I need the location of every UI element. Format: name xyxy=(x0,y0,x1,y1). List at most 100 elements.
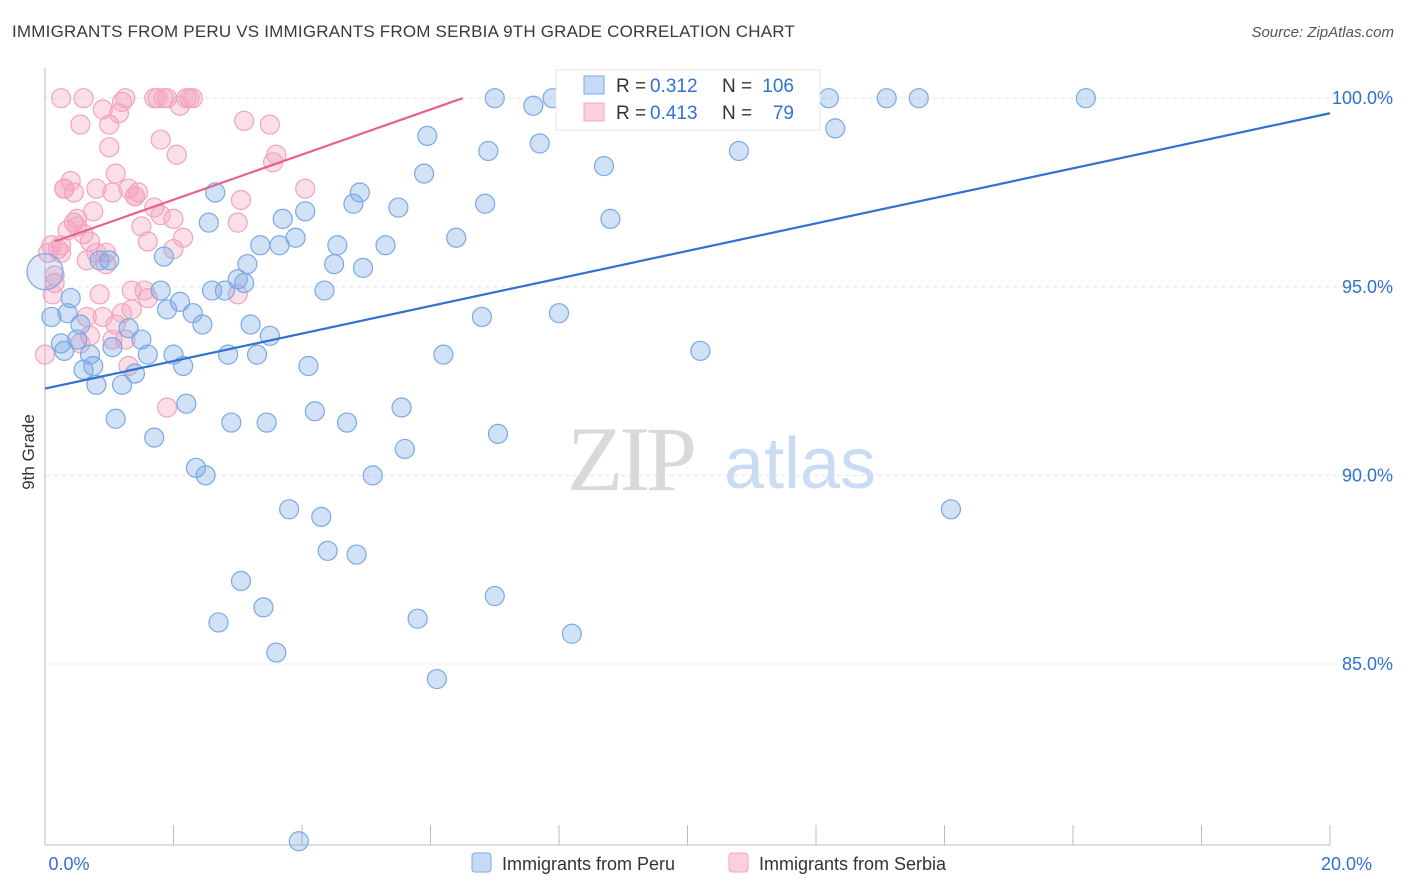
serbia-point xyxy=(105,163,126,184)
serbia-point xyxy=(128,182,149,203)
serbia-point xyxy=(44,272,65,294)
chart-title: IMMIGRANTS FROM PERU VS IMMIGRANTS FROM … xyxy=(12,22,796,41)
stats-n-label-serbia: N = xyxy=(722,103,752,124)
peru-point xyxy=(54,340,75,361)
peru-point xyxy=(288,831,309,852)
serbia-point xyxy=(111,91,133,113)
stats-r-value-peru: 0.312 xyxy=(650,76,698,97)
serbia-point xyxy=(137,287,158,309)
peru-point xyxy=(230,570,252,592)
peru-point xyxy=(256,412,277,433)
serbia-point xyxy=(150,129,171,150)
peru-point xyxy=(362,465,383,486)
peru-point xyxy=(285,227,306,248)
serbia-point xyxy=(102,182,123,203)
peru-point xyxy=(394,438,415,460)
serbia-trend-line xyxy=(54,97,463,243)
peru-point xyxy=(279,499,300,520)
serbia-point xyxy=(54,178,75,199)
y-tick-label: 90.0% xyxy=(1342,465,1393,485)
y-tick-label: 95.0% xyxy=(1342,277,1393,297)
peru-point xyxy=(940,499,962,520)
watermark-atlas: atlas xyxy=(724,424,876,504)
serbia-point xyxy=(115,329,136,350)
serbia-point xyxy=(163,208,184,229)
peru-point xyxy=(446,227,467,248)
x-tick-label-max: 20.0% xyxy=(1321,854,1372,874)
serbia-point xyxy=(108,103,129,124)
peru-point xyxy=(728,140,750,162)
serbia-point xyxy=(111,303,133,324)
source-label: Source: ZipAtlas.com xyxy=(1251,24,1394,41)
peru-point xyxy=(41,306,62,328)
serbia-point xyxy=(70,114,91,135)
serbia-point xyxy=(99,137,120,158)
peru-point xyxy=(176,393,197,414)
peru-point xyxy=(173,355,194,377)
serbia-point xyxy=(79,231,101,252)
stats-r-label-peru: R = xyxy=(616,76,646,97)
peru-point xyxy=(198,212,219,233)
peru-point xyxy=(67,329,88,350)
peru-point xyxy=(690,340,711,361)
peru-point xyxy=(246,344,268,365)
legend-label-serbia: Immigrants from Serbia xyxy=(759,854,947,874)
serbia-point xyxy=(95,254,117,275)
peru-point xyxy=(818,88,839,109)
peru-point xyxy=(221,412,242,433)
peru-point xyxy=(1075,88,1096,109)
peru-point xyxy=(314,280,335,301)
peru-point xyxy=(475,193,496,214)
peru-point xyxy=(60,287,81,309)
peru-point xyxy=(144,427,165,448)
peru-point xyxy=(561,623,582,644)
peru-point xyxy=(529,133,550,154)
peru-point xyxy=(346,544,367,565)
peru-point xyxy=(86,374,107,395)
peru-point xyxy=(111,374,133,395)
peru-point xyxy=(102,337,123,358)
peru-point xyxy=(295,201,316,222)
peru-point xyxy=(118,318,139,339)
peru-point xyxy=(250,235,271,256)
peru-point xyxy=(70,314,91,335)
serbia-point xyxy=(83,201,104,222)
stats-r-label-serbia: R = xyxy=(616,103,646,124)
peru-point xyxy=(825,118,846,139)
peru-point xyxy=(156,299,178,320)
peru-point xyxy=(426,668,448,690)
gridlines: 85.0% 90.0% 95.0% 100.0% xyxy=(45,88,1395,674)
peru-point xyxy=(407,608,428,629)
serbia-point xyxy=(173,227,194,248)
peru-point xyxy=(391,397,412,418)
serbia-point xyxy=(150,205,171,226)
stats-n-value-peru: 106 xyxy=(762,76,794,97)
peru-point xyxy=(484,88,505,109)
x-tick-label-min: 0.0% xyxy=(48,854,89,874)
series-peru-points xyxy=(26,88,1096,852)
peru-trend-line xyxy=(44,112,1331,390)
peru-point xyxy=(478,140,499,162)
peru-point xyxy=(137,344,158,365)
peru-point xyxy=(600,208,621,229)
serbia-point xyxy=(295,178,316,199)
y-tick-label: 100.0% xyxy=(1332,88,1393,108)
serbia-point xyxy=(50,88,72,109)
y-tick-label: 85.0% xyxy=(1342,654,1393,674)
serbia-point xyxy=(86,178,107,199)
serbia-point xyxy=(156,397,178,418)
peru-point xyxy=(253,597,274,618)
serbia-point xyxy=(166,144,187,165)
stats-r-value-serbia: 0.413 xyxy=(650,103,698,124)
peru-point xyxy=(195,465,216,486)
peru-point xyxy=(272,208,293,229)
serbia-point xyxy=(63,212,85,233)
series-serbia-points xyxy=(34,88,316,418)
y-axis-title: 9th Grade xyxy=(19,414,38,490)
peru-point xyxy=(548,303,570,324)
peru-point xyxy=(484,585,505,607)
peru-point xyxy=(352,257,374,279)
legend-swatch-peru xyxy=(471,852,492,873)
peru-point xyxy=(417,125,438,146)
peru-point xyxy=(153,246,174,267)
